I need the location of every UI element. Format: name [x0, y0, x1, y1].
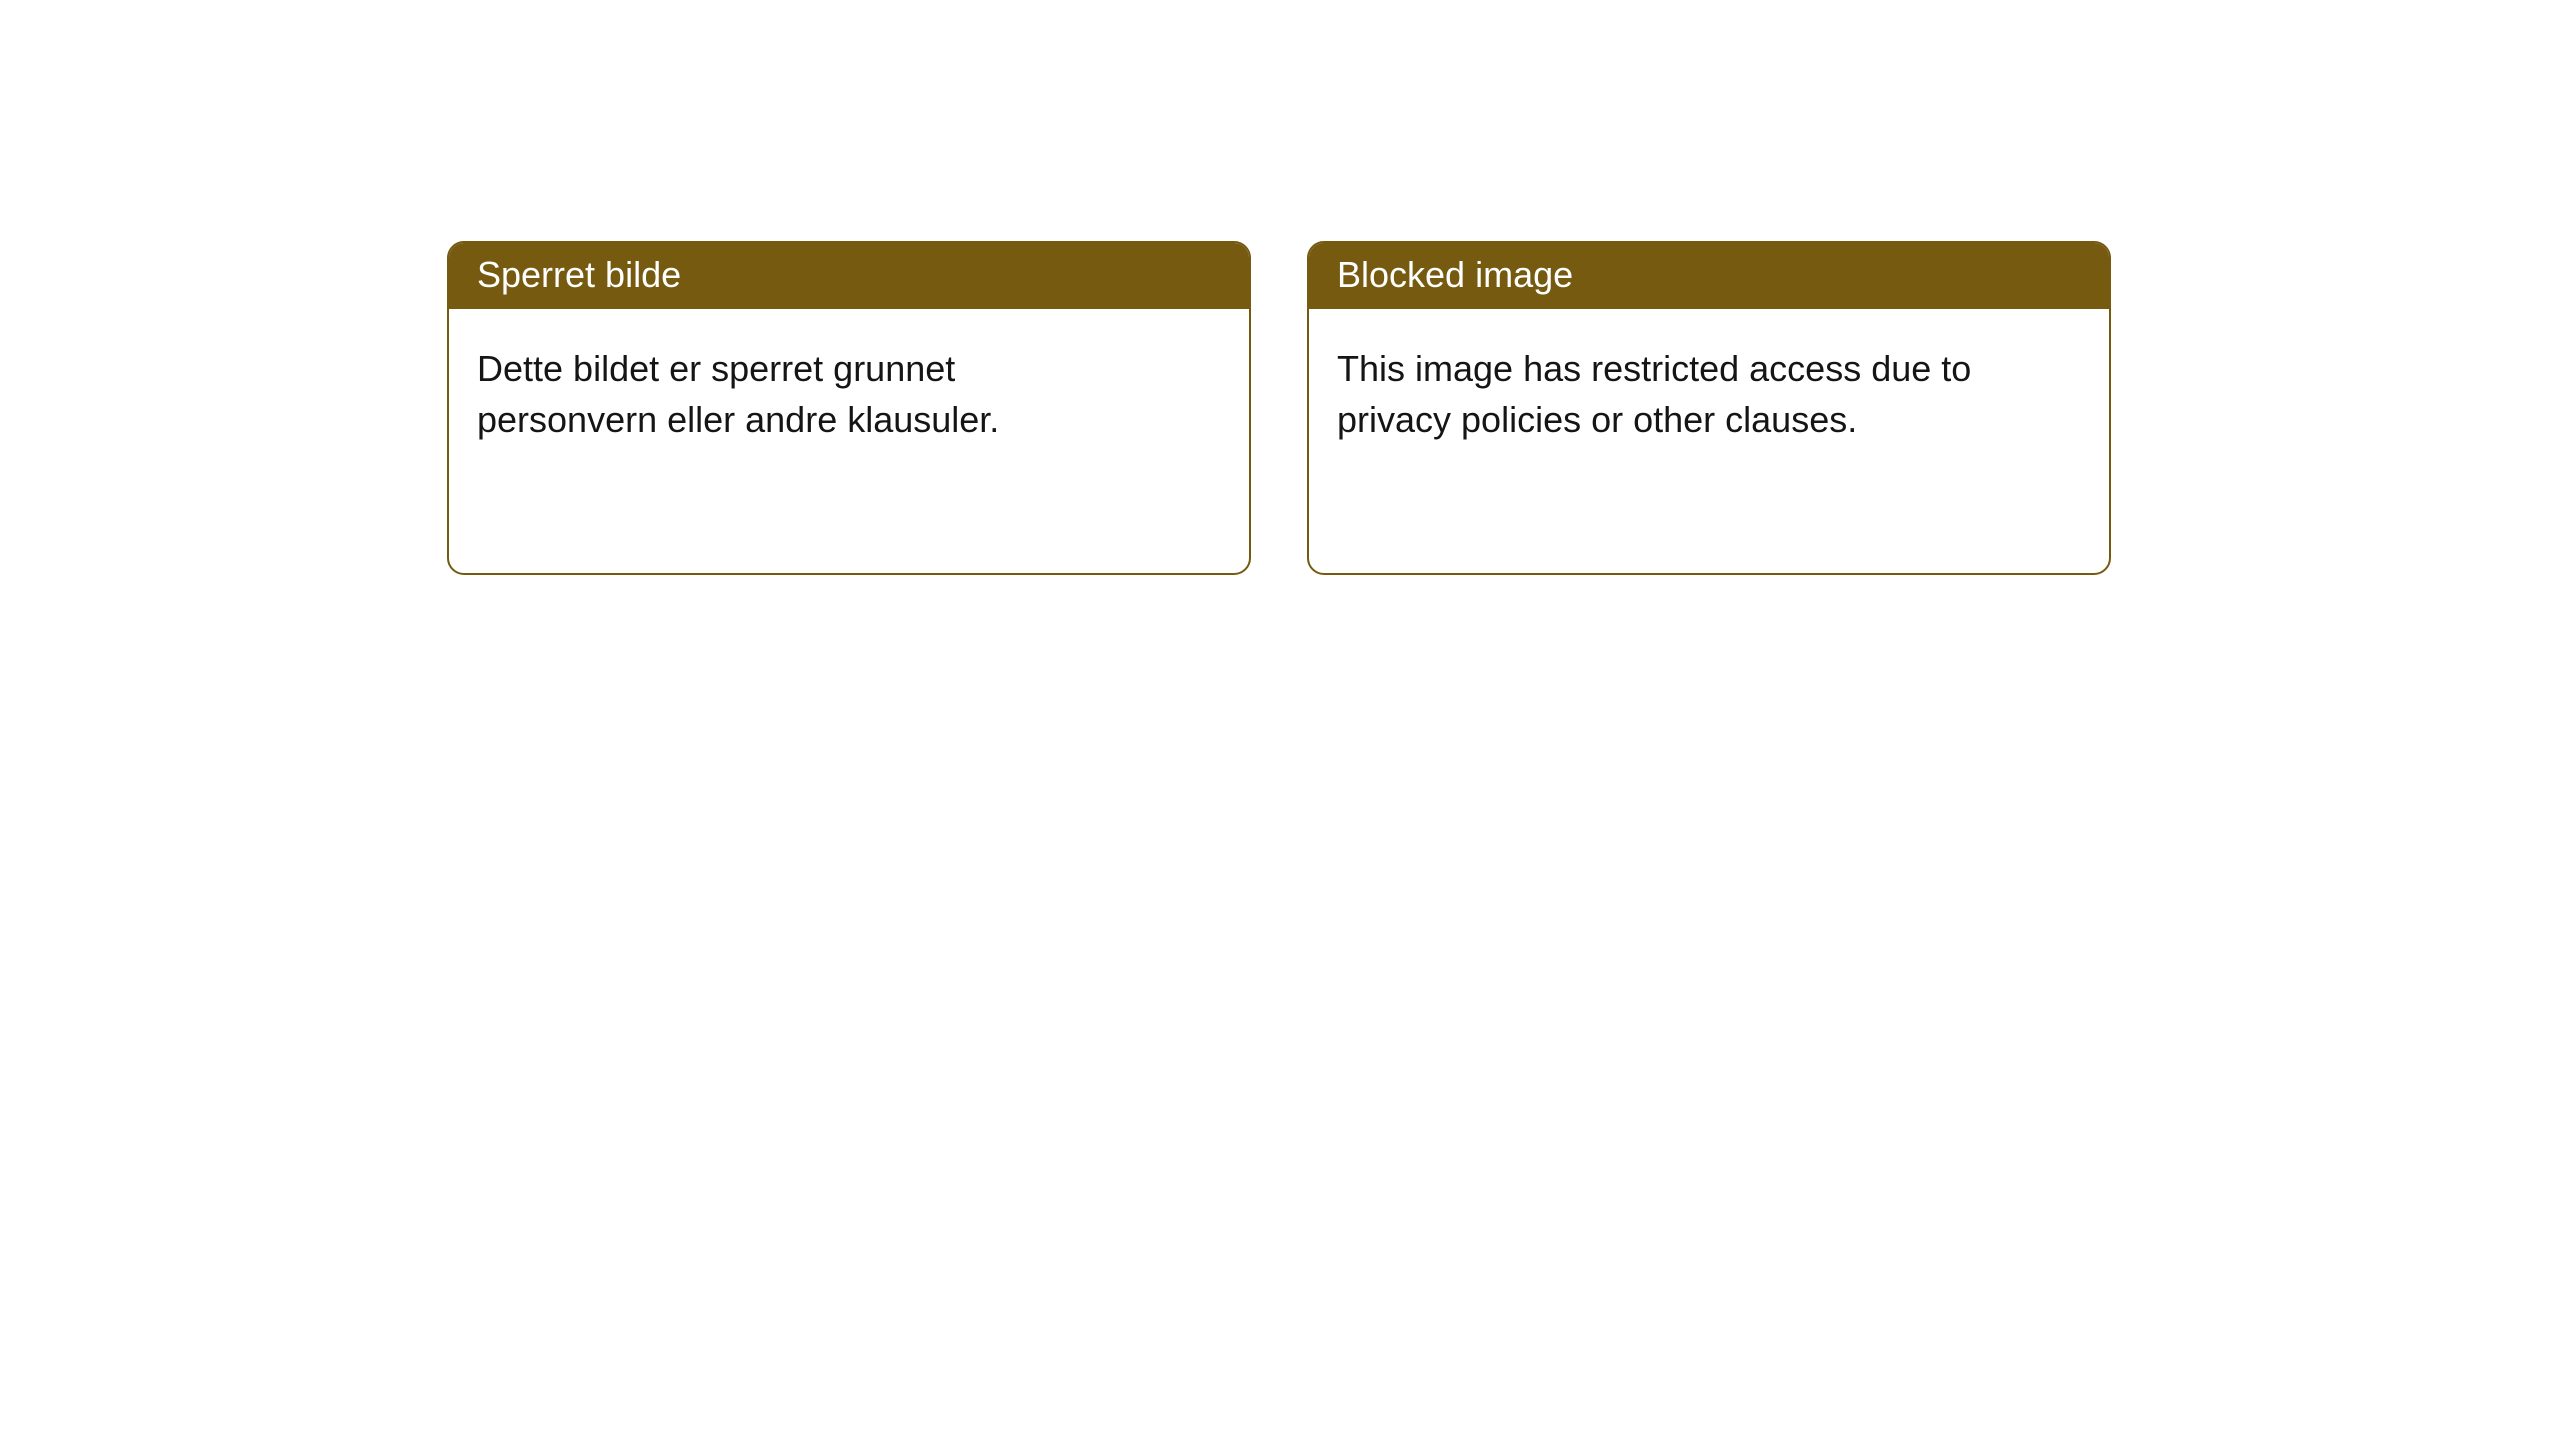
card-header: Blocked image: [1309, 243, 2109, 309]
card-message: This image has restricted access due to …: [1337, 348, 1971, 440]
card-title: Blocked image: [1337, 254, 1573, 295]
card-title: Sperret bilde: [477, 254, 681, 295]
notice-container: Sperret bilde Dette bildet er sperret gr…: [0, 0, 2560, 575]
blocked-image-card-no: Sperret bilde Dette bildet er sperret gr…: [447, 241, 1251, 575]
card-header: Sperret bilde: [449, 243, 1249, 309]
card-body: Dette bildet er sperret grunnet personve…: [449, 309, 1149, 479]
card-body: This image has restricted access due to …: [1309, 309, 2009, 479]
blocked-image-card-en: Blocked image This image has restricted …: [1307, 241, 2111, 575]
card-message: Dette bildet er sperret grunnet personve…: [477, 348, 999, 440]
